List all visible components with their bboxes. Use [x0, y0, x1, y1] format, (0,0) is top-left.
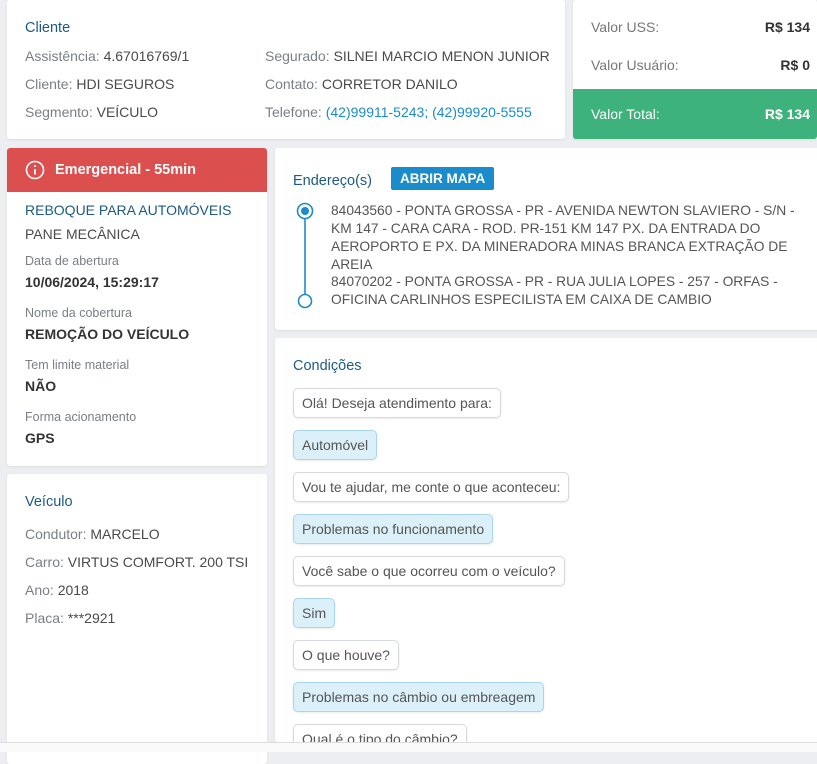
detail-label: Forma acionamento	[25, 410, 137, 424]
field-value: VIRTUS COMFORT. 200 TSI	[67, 554, 249, 570]
value-row: Valor USS: R$ 134	[573, 8, 817, 46]
chat: Olá! Deseja atendimento para: Automóvel Vo…	[293, 388, 570, 742]
field: Contato: CORRETOR DANILO	[265, 76, 458, 92]
value-label: Valor USS:	[591, 19, 660, 35]
conditions-card: Condições Olá! Deseja atendimento para: A…	[275, 338, 817, 742]
footer-bar	[0, 742, 817, 752]
field: Cliente: HDI SEGUROS	[25, 76, 174, 92]
service-card: Emergencial - 55min REBOQUE PARA AUTOMÓV…	[7, 148, 267, 466]
open-map-button[interactable]: ABRIR MAPA	[391, 167, 495, 190]
field-value: ***2921	[67, 610, 116, 626]
field-label: Telefone:	[265, 104, 322, 120]
service-name: REBOQUE PARA AUTOMÓVEIS	[25, 202, 232, 218]
field: Telefone: (42)99911-5243; (42)99920-5555	[265, 104, 532, 120]
field: Segurado: SILNEI MARCIO MENON JUNIOR	[265, 48, 550, 64]
field-value: HDI SEGUROS	[76, 76, 175, 92]
field-label: Segurado:	[265, 48, 330, 64]
field: Carro: VIRTUS COMFORT. 200 TSI	[25, 554, 248, 570]
address: 84043560 - PONTA GROSSA - PR - AVENIDA N…	[331, 203, 795, 272]
detail-label: Tem limite material	[25, 358, 130, 372]
address: 84070202 - PONTA GROSSA - PR - RUA JULIA…	[331, 274, 778, 307]
bot-message: Qual é o tipo do câmbio?	[293, 724, 467, 742]
card-title: Veículo	[25, 494, 73, 510]
client-card: Cliente Assistência: 4.67016769/1 Cliente…	[7, 0, 565, 139]
field-label: Carro:	[25, 554, 64, 570]
detail-value: GPS	[25, 430, 55, 446]
bot-message: O que houve?	[293, 640, 399, 670]
vehicle-card: Veículo Condutor: MARCELO Carro: VIRTUS C…	[7, 474, 267, 764]
card-title: Endereço(s)	[293, 173, 372, 189]
field-label: Assistência:	[25, 48, 100, 64]
value-amount: R$ 134	[764, 19, 810, 35]
user-message: Automóvel	[293, 430, 378, 460]
field-value: 4.67016769/1	[103, 48, 190, 64]
detail-label: Data de abertura	[25, 254, 119, 268]
bot-message: Olá! Deseja atendimento para:	[293, 388, 501, 418]
field-label: Ano:	[25, 582, 54, 598]
address-timeline	[296, 202, 314, 309]
user-message: Problemas no funcionamento	[293, 514, 494, 544]
info-icon	[25, 160, 45, 180]
value-row: Valor Usuário: R$ 0	[573, 46, 817, 84]
field-value: VEÍCULO	[96, 104, 159, 120]
user-message: Problemas no câmbio ou embreagem	[293, 682, 545, 712]
bot-message: Vou te ajudar, me conte o que aconteceu:	[293, 472, 570, 502]
emergency-header: Emergencial - 55min	[7, 148, 267, 192]
field: Condutor: MARCELO	[25, 526, 160, 542]
total-row: Valor Total: R$ 134	[573, 89, 817, 139]
field-value: SILNEI MARCIO MENON JUNIOR	[333, 48, 550, 64]
field-label: Contato:	[265, 76, 318, 92]
field-value: MARCELO	[90, 526, 160, 542]
field-label: Placa:	[25, 610, 64, 626]
detail-value: REMOÇÃO DO VEÍCULO	[25, 326, 190, 342]
detail-value: 10/06/2024, 15:29:17	[25, 274, 159, 290]
field: Placa: ***2921	[25, 610, 115, 626]
field-value: (42)99911-5243; (42)99920-5555	[325, 104, 532, 120]
emergency-label: Emergencial - 55min	[55, 162, 197, 178]
card-title: Cliente	[25, 20, 71, 36]
field: Ano: 2018	[25, 582, 89, 598]
field-label: Cliente:	[25, 76, 73, 92]
value-label: Valor Total:	[591, 106, 660, 122]
field: Segmento: VEÍCULO	[25, 104, 158, 120]
service-reason: PANE MECÂNICA	[25, 226, 140, 242]
detail-label: Nome da cobertura	[25, 306, 133, 320]
field-label: Segmento:	[25, 104, 93, 120]
field-value: 2018	[57, 582, 89, 598]
value-label: Valor Usuário:	[591, 57, 679, 73]
value-amount: R$ 0	[780, 57, 810, 73]
value-amount: R$ 134	[764, 106, 810, 122]
field-label: Condutor:	[25, 526, 87, 542]
values-card: Valor USS: R$ 134 Valor Usuário: R$ 0 Valor …	[573, 0, 817, 139]
bot-message: Você sabe o que ocorreu com o veículo?	[293, 556, 565, 586]
field: Assistência: 4.67016769/1	[25, 48, 189, 64]
detail-value: NÃO	[25, 378, 57, 394]
address-card: Endereço(s) ABRIR MAPA 84043560 - PONTA …	[275, 148, 817, 330]
card-title: Condições	[293, 358, 362, 374]
field-value: CORRETOR DANILO	[321, 76, 458, 92]
user-message: Sim	[293, 598, 336, 628]
